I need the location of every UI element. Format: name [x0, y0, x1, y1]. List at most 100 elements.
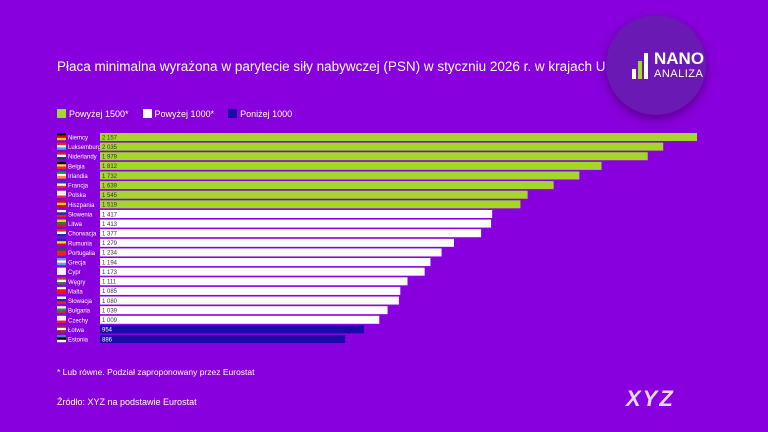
flag-icon [57, 306, 66, 314]
category-label: Chorwacja [68, 232, 97, 238]
legend-item: Powyżej 1000* [142, 109, 214, 119]
value-label: 1 234 [102, 251, 118, 257]
category-label: Węgry [68, 280, 85, 286]
category-label: Litwa [68, 222, 83, 228]
bar [100, 267, 425, 276]
flag-icon [57, 315, 66, 323]
category-label: Słowacja [68, 299, 93, 305]
flag-icon [57, 286, 66, 295]
bar [100, 315, 380, 324]
value-label: 1 194 [102, 260, 118, 266]
bar [100, 229, 482, 238]
category-label: Portugalia [68, 251, 96, 257]
category-label: Czechy [68, 318, 88, 324]
category-label: Niderlandy [68, 155, 97, 161]
bar [100, 296, 399, 305]
flag-icon [57, 181, 66, 189]
value-label: 1 732 [102, 174, 118, 180]
bar [100, 200, 521, 209]
flag-icon [57, 248, 66, 256]
flag-icon [57, 296, 66, 304]
bar [100, 161, 602, 170]
value-label: 1 279 [102, 241, 118, 247]
category-label: Malta [68, 289, 83, 295]
category-label: Bułgaria [68, 309, 91, 315]
logo-text-analiza: ANALIZA [654, 68, 704, 80]
bar [100, 286, 401, 295]
nano-analiza-logo: NANO ANALIZA [606, 15, 706, 115]
bar [100, 306, 388, 315]
category-label: Niemcy [68, 136, 88, 142]
footnote: * Lub równe. Podział zaproponowany przez… [57, 367, 255, 377]
bar [100, 277, 408, 286]
flag-icon [57, 133, 66, 141]
flag-icon [57, 229, 66, 237]
logo-text-nano: NANO [654, 49, 705, 68]
value-label: 1 039 [102, 308, 118, 314]
value-label: 954 [102, 328, 113, 334]
flag-icon [57, 190, 66, 198]
category-label: Irlandia [68, 174, 88, 180]
category-label: Grecja [68, 261, 86, 267]
source-note: Źródło: XYZ na podstawie Eurostat [57, 397, 197, 407]
legend: Powyżej 1500* Powyżej 1000* Poniżej 1000 [57, 109, 292, 119]
bar [100, 190, 528, 199]
flag-icon [57, 209, 66, 218]
value-label: 1 639 [102, 183, 118, 189]
bar [100, 238, 454, 247]
value-label: 1 417 [102, 212, 118, 218]
bar [100, 335, 346, 344]
flag-icon [57, 238, 66, 247]
flag-icon [57, 258, 66, 266]
bar [100, 142, 664, 151]
value-label: 886 [102, 337, 113, 343]
category-label: Słowenia [68, 212, 93, 218]
legend-item: Powyżej 1500* [57, 109, 129, 119]
value-label: 1 519 [102, 203, 118, 209]
chart-title: Płaca minimalna wyrażona w parytecie sił… [57, 59, 615, 74]
xyz-logo: XYZ [626, 386, 675, 411]
legend-item: Poniżej 1000 [228, 109, 292, 119]
value-label: 1 377 [102, 232, 118, 238]
value-label: 1 080 [102, 299, 118, 305]
category-label: Cypr [68, 270, 81, 276]
value-label: 1 413 [102, 222, 118, 228]
value-label: 2 157 [102, 135, 118, 141]
flag-icon [57, 335, 66, 343]
bar [100, 171, 580, 180]
bar [100, 181, 554, 190]
value-label: 1 812 [102, 164, 118, 170]
bar [100, 248, 442, 257]
value-label: 1 085 [102, 289, 118, 295]
category-label: Rumunia [68, 241, 93, 247]
category-label: Polska [68, 193, 87, 199]
flag-icon [57, 142, 66, 150]
value-label: 1 173 [102, 270, 118, 276]
bar [100, 152, 648, 161]
bar [100, 325, 365, 334]
value-label: 1 009 [102, 318, 118, 324]
value-label: 1 979 [102, 155, 118, 161]
flag-icon [57, 267, 66, 275]
category-label: Łotwa [68, 328, 85, 334]
flag-icon [57, 219, 66, 227]
bar [100, 209, 493, 218]
value-label: 2 035 [102, 145, 118, 151]
flag-icon [57, 152, 66, 160]
category-label: Estonia [68, 338, 89, 344]
flag-icon [57, 161, 66, 170]
value-label: 1 111 [102, 280, 117, 286]
flag-icon [57, 277, 66, 285]
flag-icon [57, 200, 66, 208]
category-label: Hiszpania [68, 203, 95, 209]
flag-icon [57, 171, 66, 179]
bar [100, 133, 697, 141]
value-label: 1 545 [102, 193, 118, 199]
category-label: Francja [68, 184, 89, 190]
logo-bars-icon [632, 53, 648, 79]
flag-icon [57, 325, 66, 333]
bar [100, 258, 431, 267]
category-label: Belgia [68, 164, 85, 170]
bar [100, 219, 492, 228]
